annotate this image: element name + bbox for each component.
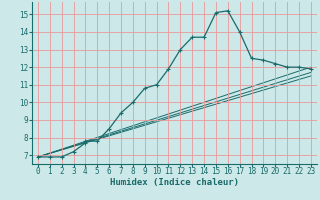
X-axis label: Humidex (Indice chaleur): Humidex (Indice chaleur) [110,178,239,187]
